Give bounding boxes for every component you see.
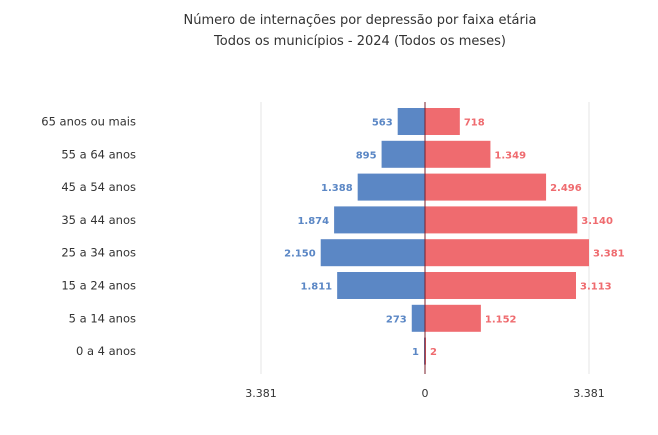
data-label-right: 3.113 (580, 282, 612, 293)
data-label-right: 1.349 (494, 150, 526, 161)
x-tick-label: 3.381 (245, 387, 277, 400)
data-label-right: 1.152 (485, 314, 517, 325)
category-label: 5 a 14 anos (69, 311, 136, 325)
data-label-left: 1.388 (321, 183, 353, 194)
bar-right (425, 206, 578, 234)
bar-left (334, 206, 425, 234)
data-label-right: 3.381 (593, 249, 625, 260)
data-label-left: 273 (386, 314, 407, 325)
bar-right (425, 272, 577, 299)
bar-right (425, 173, 547, 201)
bar-left (357, 173, 425, 201)
chart-title: Número de internações por depressão por … (184, 13, 537, 28)
bar-left (381, 140, 425, 168)
data-label-left: 1.874 (297, 216, 329, 227)
data-label-left: 1 (412, 347, 419, 358)
bar-right (425, 140, 491, 168)
category-label: 15 a 24 anos (61, 279, 136, 293)
bar-left (320, 239, 425, 267)
category-labels: 65 anos ou mais 55 a 64 anos 45 a 54 anos 3… (41, 115, 136, 359)
data-label-right: 3.140 (581, 216, 613, 227)
x-tick-label: 0 (422, 387, 429, 400)
bar-left (337, 272, 425, 299)
bar-left (397, 108, 425, 135)
data-label-right: 2.496 (550, 183, 582, 194)
x-tick-label: 3.381 (573, 387, 605, 400)
category-label: 25 a 34 anos (61, 246, 136, 260)
data-labels: 563 718 895 1.349 1.388 2.496 1.874 3.140 2.150 3… (284, 118, 625, 359)
bar-right (425, 108, 460, 135)
bar-right (425, 304, 481, 332)
data-label-left: 563 (372, 118, 393, 129)
data-label-left: 895 (356, 150, 377, 161)
x-tick-labels: 3.381 0 3.381 (245, 387, 605, 400)
data-label-right: 2 (430, 347, 437, 358)
category-label: 0 a 4 anos (76, 344, 136, 358)
bar-right (425, 239, 589, 267)
bars (320, 108, 589, 365)
category-label: 35 a 44 anos (61, 213, 136, 227)
category-label: 45 a 54 anos (61, 180, 136, 194)
category-label: 65 anos ou mais (41, 115, 136, 129)
grid-lines (260, 102, 590, 374)
bar-left (411, 304, 425, 332)
category-label: 55 a 64 anos (61, 147, 136, 161)
data-label-left: 2.150 (284, 249, 316, 260)
data-label-right: 718 (464, 118, 485, 129)
data-label-left: 1.811 (301, 282, 333, 293)
chart-subtitle: Todos os municípios - 2024 (Todos os mes… (213, 34, 506, 49)
